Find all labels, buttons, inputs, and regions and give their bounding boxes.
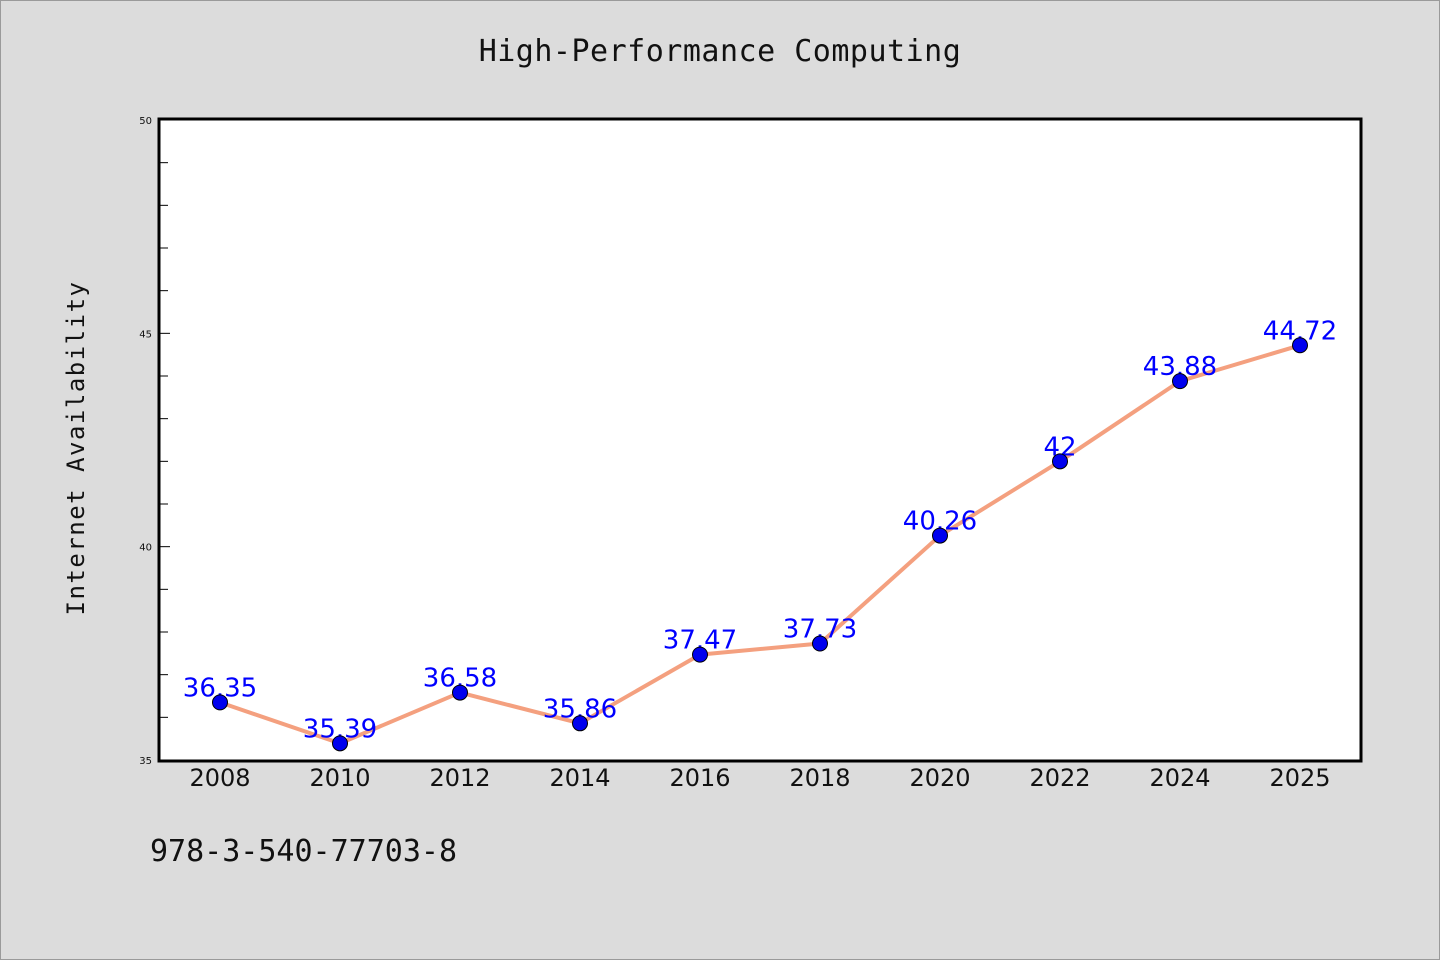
x-tick-label: 2012 [429, 764, 490, 792]
x-tick-label: 2014 [549, 764, 610, 792]
data-point [1172, 373, 1188, 390]
y-tick-label: 40 [139, 543, 152, 554]
x-tick-label: 2016 [669, 764, 730, 792]
data-point [1292, 337, 1308, 354]
x-tick-label: 2008 [189, 764, 250, 792]
data-point [812, 635, 828, 652]
x-tick-label: 2010 [309, 764, 370, 792]
x-tick-label: 2018 [789, 764, 850, 792]
chart-title: High-Performance Computing [478, 34, 962, 69]
data-point [692, 646, 708, 663]
data-point [332, 735, 348, 752]
x-tick-label: 2025 [1269, 764, 1330, 792]
y-tick-label: 45 [139, 329, 152, 340]
y-tick-label: 50 [139, 116, 152, 127]
data-point [1052, 453, 1068, 470]
series-markers [212, 337, 1308, 752]
plot-area [157, 117, 1363, 763]
data-point [932, 527, 948, 544]
footer-isbn-text: 978-3-540-77703-8 [150, 834, 458, 869]
x-tick-label: 2022 [1029, 764, 1090, 792]
data-point [452, 684, 468, 701]
y-axis-ticks: 35 40 45 50 [139, 116, 170, 767]
x-tick-label: 2024 [1149, 764, 1210, 792]
data-point [572, 715, 588, 732]
x-tick-label: 2020 [909, 764, 970, 792]
data-point [212, 694, 228, 711]
series-line [218, 343, 1302, 746]
y-tick-label: 35 [139, 756, 152, 767]
x-axis-ticks: 2008 2010 2012 2014 2016 2018 2020 2022 2024 2025 [189, 764, 1330, 792]
